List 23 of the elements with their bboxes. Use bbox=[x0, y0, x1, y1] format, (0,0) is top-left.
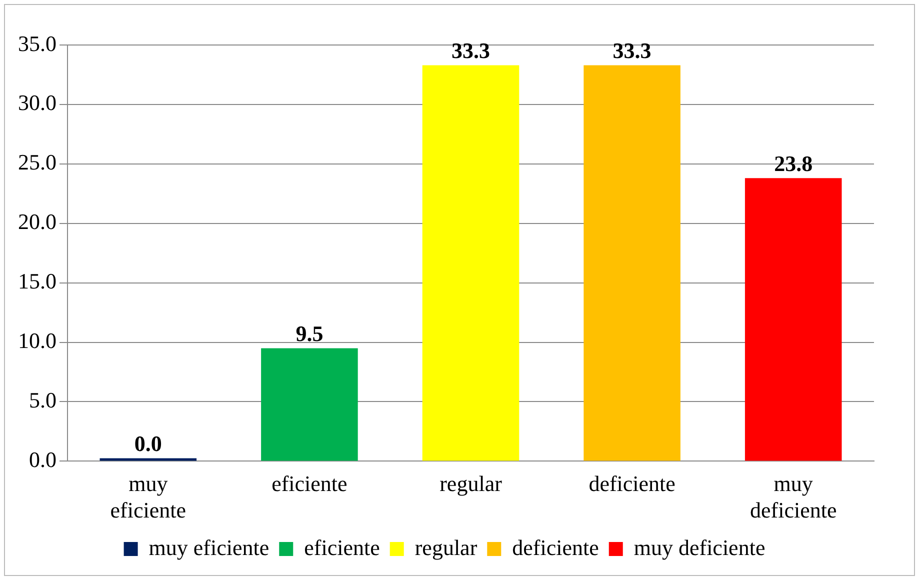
legend-label: muy eficiente bbox=[148, 534, 270, 560]
legend-label: muy deficiente bbox=[634, 534, 766, 560]
x-tick-label: muy deficiente bbox=[750, 471, 837, 523]
legend-label: eficiente bbox=[304, 534, 380, 560]
data-label: 33.3 bbox=[452, 38, 490, 63]
y-tick-label: 30.0 bbox=[18, 90, 56, 116]
data-label: 33.3 bbox=[612, 38, 652, 63]
y-tick-label: 5.0 bbox=[29, 388, 56, 413]
x-tick-label: muy eficiente bbox=[110, 471, 186, 523]
data-label: 23.8 bbox=[774, 150, 813, 176]
y-tick-label: 0.0 bbox=[29, 446, 56, 472]
y-tick-label: 15.0 bbox=[18, 268, 56, 294]
y-tick-label: 35.0 bbox=[18, 30, 56, 56]
legend-label: regular bbox=[414, 534, 478, 560]
data-label: 0.0 bbox=[134, 430, 162, 456]
x-tick-label: eficiente bbox=[272, 471, 348, 496]
y-tick-label: 10.0 bbox=[18, 328, 56, 354]
y-tick-label: 25.0 bbox=[18, 150, 56, 175]
data-label: 9.5 bbox=[296, 320, 324, 346]
legend-label: deficiente bbox=[512, 534, 599, 560]
x-tick-label: deficiente bbox=[588, 471, 676, 496]
x-tick-label: regular bbox=[440, 471, 503, 496]
y-tick-label: 20.0 bbox=[18, 209, 56, 234]
